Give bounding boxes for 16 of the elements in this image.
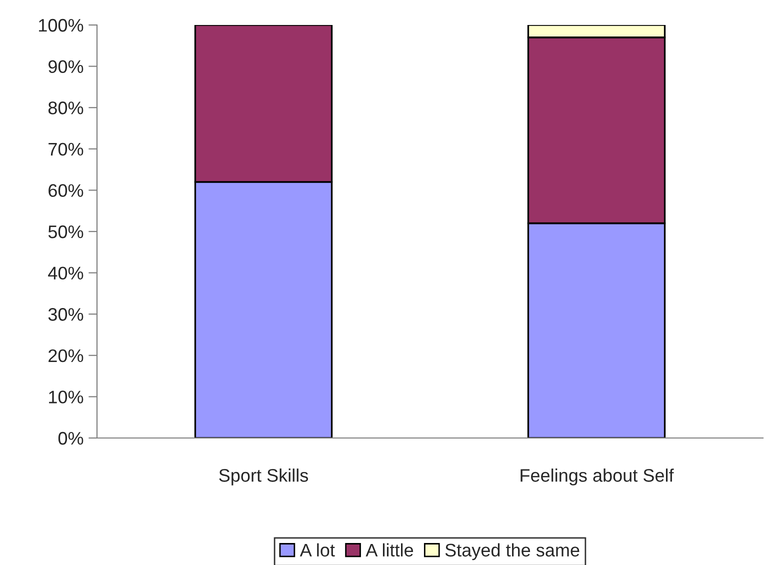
y-tick-label: 10% <box>49 390 84 404</box>
y-tick-label: 40% <box>48 266 84 280</box>
y-tick-label: 50% <box>48 225 84 238</box>
y-tick-label: 80% <box>48 102 84 114</box>
y-tick-label: 90% <box>48 60 84 74</box>
legend-label: A lot <box>300 543 335 557</box>
y-tick-label: 20% <box>48 349 84 362</box>
y-tick-label: 30% <box>48 308 84 321</box>
legend-label: Stayed the same <box>445 543 580 560</box>
y-tick-label: 70% <box>48 142 84 156</box>
y-tick-label: 100% <box>39 18 84 32</box>
y-tick-label: 0% <box>58 432 84 445</box>
x-tick-label: Feelings about Self <box>520 468 674 486</box>
legend-label: A little <box>366 543 414 557</box>
y-tick-label: 60% <box>48 184 84 197</box>
x-tick-label: Sport Skills <box>219 468 308 486</box>
